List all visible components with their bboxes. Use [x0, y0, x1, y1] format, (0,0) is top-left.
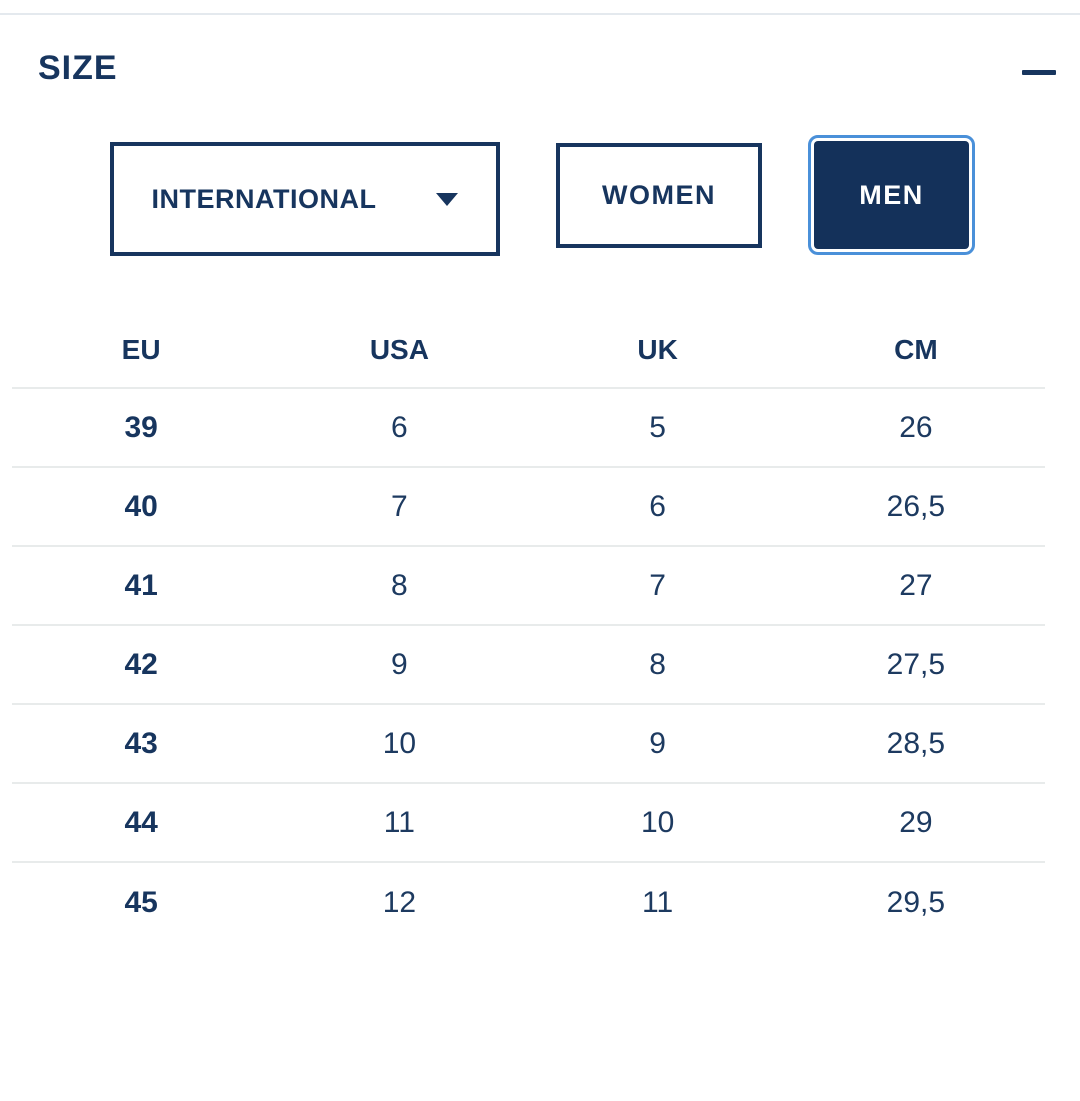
size-table-body: 39 6 5 26 40 7 6 26,5 41 8 7 27 42 9 8 2…	[12, 389, 1045, 942]
cell-usa: 9	[391, 647, 408, 681]
cell-cm: 28,5	[886, 726, 946, 760]
size-table: EU USA UK CM 39 6 5 26 40 7 6 26,5 41 8 …	[12, 312, 1045, 942]
column-header-eu: EU	[121, 333, 161, 365]
cell-uk: 8	[649, 647, 666, 681]
cell-usa: 12	[382, 885, 417, 919]
top-divider	[0, 13, 1080, 15]
section-title: SIZE	[38, 49, 118, 87]
cell-usa: 10	[382, 726, 417, 760]
column-header-uk: UK	[637, 333, 678, 365]
cell-cm: 27	[899, 568, 933, 602]
region-dropdown[interactable]: INTERNATIONAL	[110, 142, 500, 256]
cell-usa: 6	[391, 410, 408, 444]
cell-usa: 7	[391, 489, 408, 523]
table-row: 39 6 5 26	[12, 389, 1045, 468]
women-toggle-button[interactable]: WOMEN	[556, 143, 762, 248]
women-toggle-label: WOMEN	[602, 180, 716, 210]
cell-cm: 26,5	[886, 489, 946, 523]
cell-uk: 5	[649, 410, 666, 444]
cell-usa: 8	[391, 568, 408, 602]
cell-eu: 39	[124, 410, 158, 444]
cell-cm: 29,5	[886, 885, 946, 919]
cell-cm: 29	[899, 805, 933, 839]
table-row: 40 7 6 26,5	[12, 468, 1045, 547]
cell-eu: 45	[124, 885, 158, 919]
size-table-header: EU USA UK CM	[12, 312, 1045, 389]
cell-uk: 6	[649, 489, 666, 523]
table-row: 41 8 7 27	[12, 547, 1045, 626]
cell-eu: 40	[124, 489, 158, 523]
column-header-usa: USA	[369, 333, 429, 365]
table-row: 43 10 9 28,5	[12, 705, 1045, 784]
column-header-cm: CM	[894, 333, 938, 365]
cell-cm: 26	[899, 410, 933, 444]
cell-usa: 11	[383, 805, 415, 839]
cell-eu: 42	[124, 647, 158, 681]
cell-cm: 27,5	[886, 647, 946, 681]
cell-eu: 41	[124, 568, 158, 602]
men-toggle-button[interactable]: MEN	[808, 135, 975, 255]
men-toggle-label: MEN	[859, 179, 924, 210]
cell-eu: 43	[124, 726, 158, 760]
minus-icon	[1022, 69, 1056, 75]
chevron-down-icon	[436, 192, 459, 206]
table-row: 42 9 8 27,5	[12, 626, 1045, 705]
table-row: 45 12 11 29,5	[12, 863, 1045, 942]
region-dropdown-value: INTERNATIONAL	[151, 183, 377, 214]
cell-uk: 10	[640, 805, 675, 839]
men-toggle-inner: MEN	[814, 141, 969, 249]
cell-uk: 7	[649, 568, 666, 602]
cell-uk: 9	[649, 726, 666, 760]
table-row: 44 11 10 29	[12, 784, 1045, 863]
cell-eu: 44	[124, 805, 158, 839]
collapse-section-button[interactable]	[1016, 56, 1062, 88]
cell-uk: 11	[642, 885, 674, 919]
